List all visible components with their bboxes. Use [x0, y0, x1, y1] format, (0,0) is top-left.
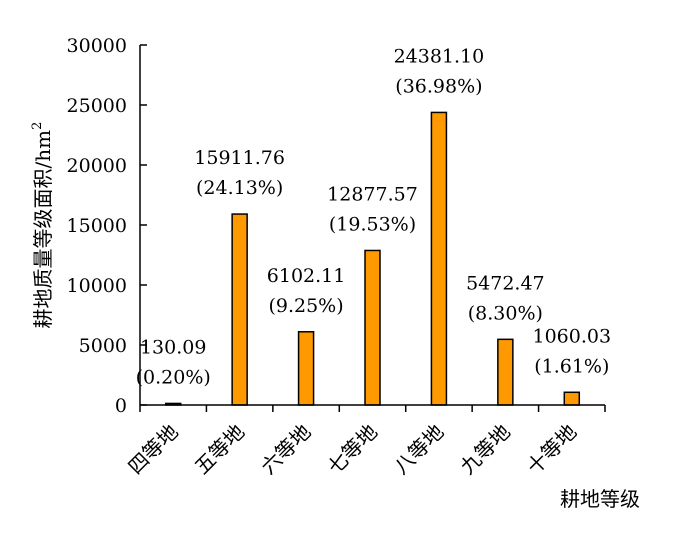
y-tick-label: 0: [115, 395, 127, 417]
x-tick-label: 五等地: [190, 420, 249, 479]
bar-value-label: 1060.03: [532, 325, 611, 347]
bar-percent-label: (24.13%): [196, 177, 283, 199]
bar-percent-label: (1.61%): [534, 355, 609, 377]
bar-value-label: 12877.57: [327, 183, 418, 205]
y-axis-title-text: 耕地质量等级面积/hm: [31, 130, 55, 329]
data-labels: 130.09 (0.20%) 15911.76 (24.13%) 6102.11 (9.2…: [136, 45, 611, 388]
bar-2: [231, 213, 248, 406]
bar-7: [563, 391, 581, 406]
bar-value-label: 15911.76: [194, 147, 285, 169]
bar-percent-label: (8.30%): [468, 302, 543, 324]
x-tick-label: 八等地: [389, 420, 448, 479]
bar-3: [297, 331, 315, 406]
x-axis-title: 耕地等级: [560, 487, 640, 511]
y-tick-label: 10000: [67, 275, 127, 297]
y-axis-title: 耕地质量等级面积/hm2: [30, 122, 55, 329]
bar-percent-label: (36.98%): [395, 75, 482, 97]
x-tick-label: 九等地: [455, 420, 514, 479]
bar-percent-label: (9.25%): [268, 295, 343, 317]
bar-4: [364, 249, 381, 406]
bar-percent-label: (19.53%): [329, 213, 416, 235]
y-tick-label: 25000: [67, 95, 127, 117]
x-tick-label: 四等地: [123, 420, 182, 479]
bar-6: [497, 338, 514, 406]
bar-percent-label: (0.20%): [136, 366, 211, 388]
x-tick-label: 六等地: [256, 420, 315, 479]
bar-value-label: 130.09: [140, 336, 206, 358]
bar-value-label: 24381.10: [394, 45, 485, 67]
y-tick-label: 20000: [67, 155, 127, 177]
y-tick-label: 5000: [79, 335, 127, 357]
y-axis-title-superscript: 2: [30, 122, 45, 130]
x-tick-label: 七等地: [323, 420, 382, 479]
x-tick-label: 十等地: [522, 420, 581, 479]
y-tick-label: 30000: [67, 35, 127, 57]
x-axis-tick-labels: 四等地 五等地 六等地 七等地 八等地 九等地 十等地: [123, 420, 581, 479]
bar-value-label: 5472.47: [466, 272, 545, 294]
bar-5: [430, 111, 448, 406]
y-axis-ticks: 0 5000 10000 15000 20000 25000 30000: [67, 35, 606, 417]
bar-value-label: 6102.11: [267, 265, 346, 287]
bars: [164, 111, 581, 406]
y-tick-label: 15000: [67, 215, 127, 237]
